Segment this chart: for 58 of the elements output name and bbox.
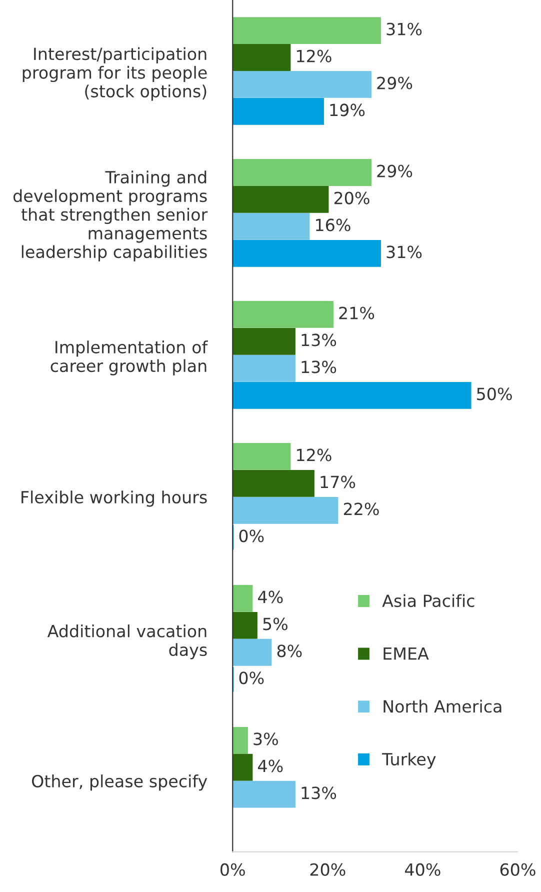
- data-label: 31%: [386, 22, 422, 36]
- legend-label: Asia Pacific: [382, 594, 474, 608]
- data-label: 31%: [386, 246, 422, 258]
- bar: [232, 301, 334, 328]
- data-label: 29%: [377, 164, 412, 178]
- y-tick-label: Additional vacation days: [47, 624, 207, 660]
- data-label: 4%: [258, 590, 283, 604]
- data-label: 21%: [339, 306, 374, 320]
- data-label: 12%: [297, 448, 332, 462]
- bar: [232, 754, 253, 781]
- x-tick-label: 60%: [500, 863, 536, 876]
- data-label: 3%: [254, 732, 278, 746]
- bar: [232, 726, 248, 754]
- y-tick-label: Interest/participation program for its people (stock options): [22, 47, 207, 101]
- data-label: 29%: [377, 76, 412, 90]
- bar: [232, 382, 472, 409]
- x-tick-label: 20%: [310, 863, 346, 876]
- y-tick-label: Flexible working hours: [22, 490, 207, 507]
- data-label: 13%: [302, 360, 336, 374]
- data-label: 12%: [297, 50, 332, 62]
- legend-label: North America: [384, 700, 502, 713]
- data-label: 50%: [477, 388, 512, 400]
- x-tick-label: 0%: [220, 863, 245, 876]
- legend-label: EMEA: [384, 648, 429, 660]
- data-label: 13%: [302, 786, 336, 800]
- bar: [232, 354, 296, 382]
- bar: [232, 71, 372, 98]
- bar: [232, 186, 329, 213]
- bar: [232, 443, 291, 470]
- legend-label: Turkey: [382, 752, 436, 769]
- bar: [232, 780, 296, 808]
- bar: [232, 240, 381, 267]
- data-label: 0%: [239, 672, 264, 684]
- y-tick-label: Training and development programs that strengthen senior managements leadership capabilities: [13, 170, 208, 262]
- y-tick-label: Implementation of career growth plan: [50, 340, 208, 376]
- bar: [232, 496, 338, 524]
- bar: [232, 612, 258, 639]
- bar: [232, 98, 324, 125]
- data-label: 16%: [316, 218, 350, 232]
- data-label: 0%: [239, 530, 264, 542]
- data-label: 19%: [330, 104, 365, 116]
- bar: [232, 470, 314, 497]
- data-label: 20%: [334, 192, 370, 204]
- bar: [232, 584, 253, 612]
- bar: [232, 638, 272, 666]
- data-label: 22%: [344, 502, 379, 516]
- data-label: 17%: [320, 476, 356, 488]
- bar: [232, 17, 381, 44]
- x-tick-label: 40%: [404, 863, 440, 876]
- y-tick-label: Other, please specify: [32, 774, 208, 791]
- data-label: 4%: [258, 760, 283, 772]
- data-label: 5%: [263, 618, 288, 630]
- data-label: 13%: [302, 334, 336, 346]
- bar: [232, 159, 372, 186]
- bar: [232, 328, 296, 355]
- bar: [232, 44, 291, 71]
- data-label: 8%: [277, 644, 302, 658]
- bar: [232, 213, 310, 240]
